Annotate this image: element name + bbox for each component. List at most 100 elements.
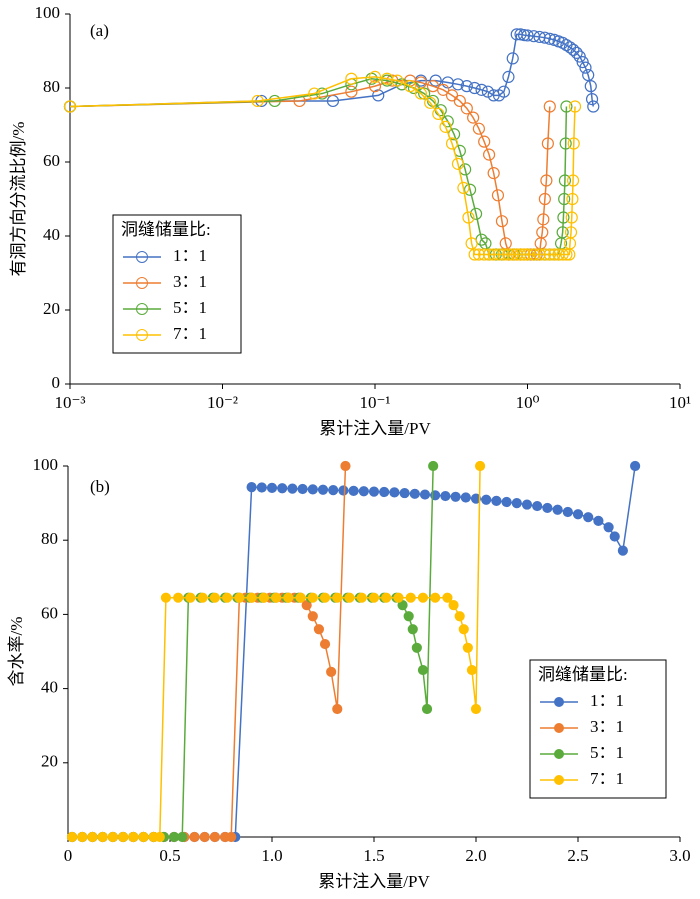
data-point [295,592,306,603]
data-point [391,74,404,87]
series-line [72,465,434,838]
data-point [356,592,367,603]
data-point [411,642,422,653]
data-point [475,83,488,96]
data-point [458,624,469,635]
data-point [560,100,573,113]
data-point [532,500,543,512]
data-point [197,592,208,603]
legend-marker [136,303,148,315]
data-point [552,504,563,515]
data-point [609,531,620,542]
legend-label: 7：1 [590,769,624,788]
x-tick-label: 1.0 [261,846,282,865]
data-point [536,226,549,239]
data-point [492,248,506,261]
data-point [506,52,519,65]
data-point [558,174,572,187]
legend-label: 1：1 [173,246,207,265]
data-point [460,492,471,503]
data-point [518,28,531,42]
data-point [540,174,553,187]
data-point [317,484,329,495]
data-point [307,592,318,603]
legend-label: 7：1 [173,324,207,343]
y-tick-label: 0 [52,373,61,392]
legend-marker [136,329,148,341]
legend-marker [554,749,564,759]
data-point [256,482,267,493]
data-point [543,100,556,113]
legend-label: 3：1 [173,272,207,291]
data-point [491,189,505,202]
data-point [419,489,431,500]
data-point [518,248,531,261]
data-point [521,499,533,510]
data-point [358,486,369,497]
legend-marker [136,251,148,263]
data-point [543,248,556,261]
y-tick-label: 20 [41,752,58,771]
y-tick-label: 80 [41,529,58,548]
legend-title: 洞缝储量比: [538,665,628,684]
data-point [533,248,546,261]
data-point [462,211,475,224]
data-point [128,831,139,843]
data-point [338,485,349,496]
y-tick-label: 20 [43,299,60,318]
data-point [316,87,329,100]
data-point [345,72,358,85]
data-point [567,137,580,150]
data-point [584,80,597,93]
data-point [462,642,473,653]
data-point [567,43,580,56]
y-tick-label: 60 [41,603,58,622]
data-point [389,487,400,498]
data-point [430,592,441,603]
data-point [258,592,269,603]
data-point [226,831,237,843]
data-point [319,638,331,650]
y-tick-label: 40 [43,225,60,244]
data-point [418,87,431,100]
data-point [558,192,571,206]
data-point [582,68,595,82]
data-point [474,460,486,472]
data-point [468,248,481,261]
data-point [451,157,465,170]
y-axis-label: 含水率/% [7,617,26,687]
data-point [297,483,308,495]
data-point [332,592,343,603]
data-point [340,460,351,472]
data-point [189,831,200,843]
data-point [270,592,282,603]
y-tick-label: 100 [33,455,59,474]
data-point [497,85,510,98]
data-point [442,592,453,603]
data-point [482,248,496,261]
data-point [548,248,561,261]
data-point [393,592,404,603]
legend-box [112,214,242,354]
data-point [344,592,355,603]
data-point [268,94,281,108]
data-point [587,100,600,113]
legend-label: 5：1 [590,743,624,762]
data-point [472,248,485,261]
data-point [502,70,515,84]
data-point [502,248,515,261]
data-point [138,831,149,843]
data-point [287,483,298,494]
data-point [277,483,288,494]
data-point [439,120,452,133]
x-tick-label: 10⁻³ [54,393,85,412]
data-point [429,74,442,87]
data-point [283,592,294,603]
x-tick-label: 1.5 [363,846,384,865]
data-point [541,137,554,150]
data-point [543,32,556,45]
data-point [328,485,339,496]
data-point [469,207,483,220]
data-point [417,664,429,676]
